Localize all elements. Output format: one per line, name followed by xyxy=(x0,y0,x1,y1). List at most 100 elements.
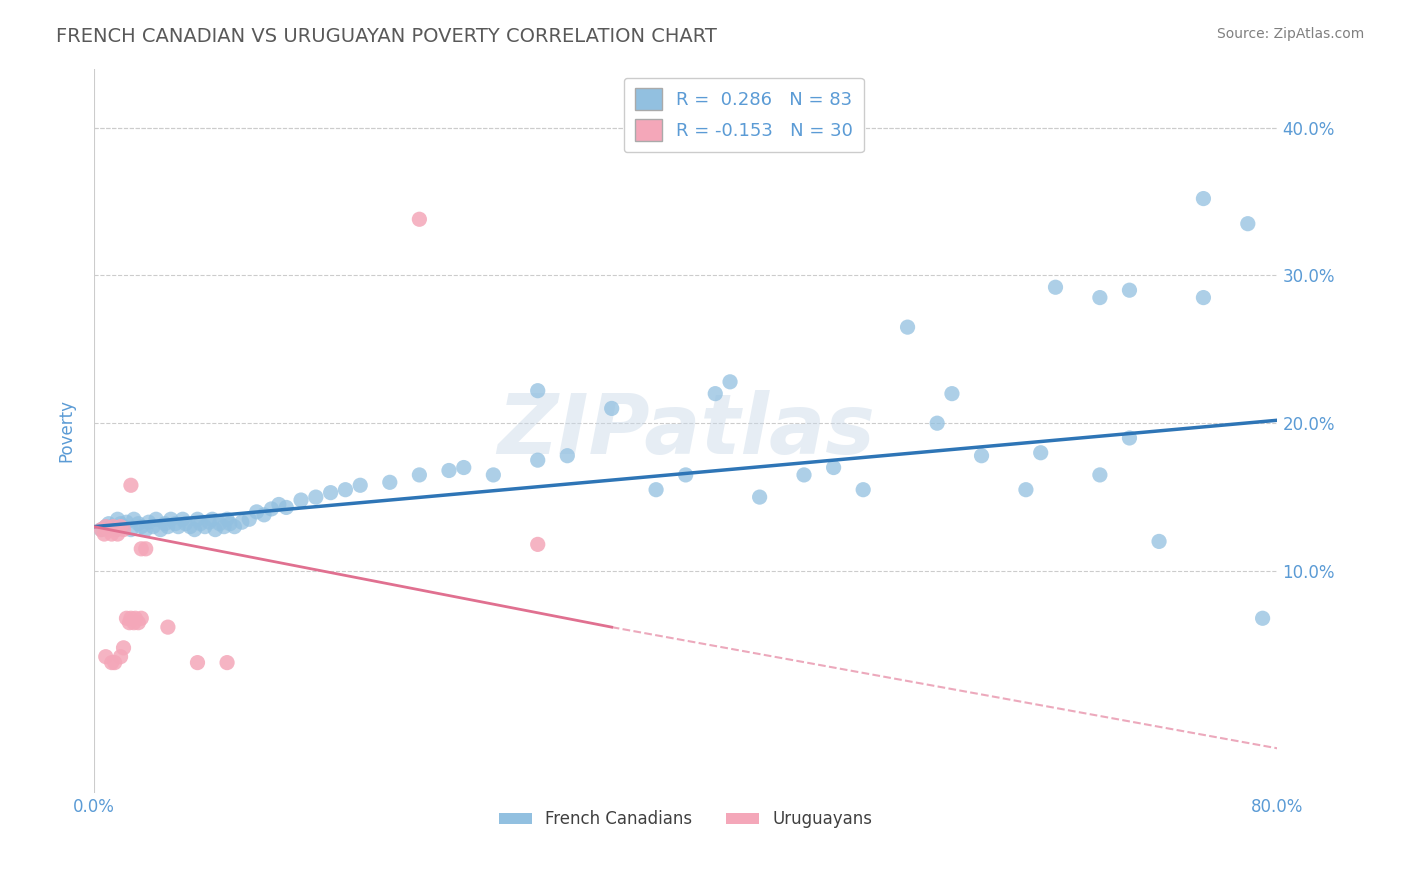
Text: FRENCH CANADIAN VS URUGUAYAN POVERTY CORRELATION CHART: FRENCH CANADIAN VS URUGUAYAN POVERTY COR… xyxy=(56,27,717,45)
Point xyxy=(149,523,172,537)
Point xyxy=(305,490,328,504)
Point xyxy=(600,401,623,416)
Point xyxy=(194,519,217,533)
Point xyxy=(1118,431,1140,445)
Point xyxy=(260,502,283,516)
Point xyxy=(104,656,127,670)
Point xyxy=(100,527,122,541)
Point xyxy=(1088,467,1111,482)
Point xyxy=(120,523,142,537)
Point xyxy=(142,519,165,533)
Point xyxy=(118,615,141,630)
Point xyxy=(94,649,117,664)
Point xyxy=(160,512,183,526)
Point xyxy=(408,467,430,482)
Point xyxy=(201,512,224,526)
Point xyxy=(645,483,668,497)
Point xyxy=(198,515,221,529)
Point xyxy=(129,519,152,533)
Text: ZIPatlas: ZIPatlas xyxy=(496,390,875,471)
Point xyxy=(408,212,430,227)
Point xyxy=(186,512,208,526)
Point xyxy=(1251,611,1274,625)
Point xyxy=(1236,217,1258,231)
Point xyxy=(120,478,142,492)
Point xyxy=(290,493,312,508)
Point xyxy=(238,512,260,526)
Point xyxy=(219,516,242,531)
Point xyxy=(135,541,157,556)
Point xyxy=(124,611,146,625)
Point xyxy=(165,516,187,531)
Point xyxy=(112,519,135,533)
Point xyxy=(110,516,132,531)
Point xyxy=(90,523,112,537)
Point xyxy=(156,620,179,634)
Point xyxy=(267,498,290,512)
Point xyxy=(93,527,115,541)
Point xyxy=(129,541,152,556)
Legend: French Canadians, Uruguayans: French Canadians, Uruguayans xyxy=(492,804,879,835)
Point xyxy=(319,485,342,500)
Point xyxy=(437,463,460,477)
Point xyxy=(115,515,138,529)
Point xyxy=(97,523,120,537)
Point xyxy=(748,490,770,504)
Point xyxy=(105,523,128,537)
Point xyxy=(101,519,124,533)
Point xyxy=(253,508,276,522)
Point xyxy=(100,519,122,533)
Point xyxy=(555,449,578,463)
Point xyxy=(110,519,132,533)
Point xyxy=(107,512,129,526)
Point xyxy=(100,656,122,670)
Point xyxy=(122,512,145,526)
Point xyxy=(224,519,246,533)
Y-axis label: Poverty: Poverty xyxy=(58,399,75,462)
Point xyxy=(186,656,208,670)
Point xyxy=(94,519,117,533)
Point xyxy=(122,615,145,630)
Point xyxy=(718,375,741,389)
Point xyxy=(179,519,201,533)
Point xyxy=(217,512,239,526)
Point xyxy=(90,523,112,537)
Point xyxy=(526,537,548,551)
Point xyxy=(675,467,697,482)
Point xyxy=(120,611,142,625)
Point xyxy=(115,611,138,625)
Point xyxy=(127,516,149,531)
Point xyxy=(349,478,371,492)
Point xyxy=(107,527,129,541)
Point xyxy=(183,523,205,537)
Point xyxy=(97,516,120,531)
Point xyxy=(941,386,963,401)
Point xyxy=(246,505,269,519)
Point xyxy=(335,483,357,497)
Point xyxy=(167,519,190,533)
Point xyxy=(1045,280,1067,294)
Point xyxy=(110,649,132,664)
Point xyxy=(276,500,298,515)
Point xyxy=(145,512,167,526)
Point xyxy=(153,516,176,531)
Point xyxy=(526,453,548,467)
Point xyxy=(190,516,212,531)
Point xyxy=(94,519,117,533)
Point xyxy=(208,516,231,531)
Point xyxy=(135,523,157,537)
Point xyxy=(212,519,235,533)
Point xyxy=(927,416,949,430)
Point xyxy=(174,516,197,531)
Point xyxy=(852,483,875,497)
Point xyxy=(1192,291,1215,305)
Point xyxy=(1029,446,1052,460)
Point xyxy=(156,519,179,533)
Point xyxy=(1118,283,1140,297)
Point xyxy=(526,384,548,398)
Point xyxy=(823,460,845,475)
Point xyxy=(138,515,160,529)
Text: Source: ZipAtlas.com: Source: ZipAtlas.com xyxy=(1216,27,1364,41)
Point xyxy=(482,467,505,482)
Point xyxy=(793,467,815,482)
